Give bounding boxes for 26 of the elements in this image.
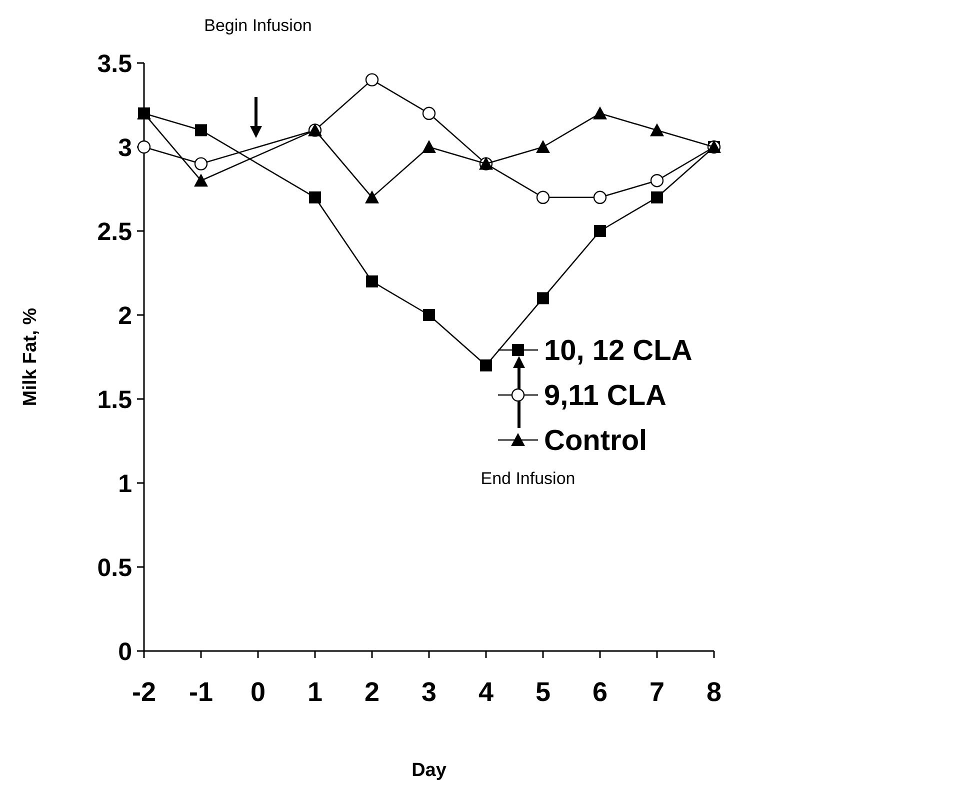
legend-label: 9,11 CLA xyxy=(544,380,667,412)
y-tick-label: 2 xyxy=(118,302,132,330)
x-axis-title: Day xyxy=(412,760,447,781)
y-tick-label: 3 xyxy=(118,134,132,162)
x-tick-label: 7 xyxy=(649,677,665,707)
x-tick-label: 6 xyxy=(592,677,608,707)
legend-label: 10, 12 CLA xyxy=(544,335,692,368)
annotation: End Infusion xyxy=(480,469,576,488)
x-tick-label: 0 xyxy=(250,677,266,707)
x-tick-label: 1 xyxy=(307,677,323,707)
y-tick-label: 1 xyxy=(118,470,132,498)
x-tick-label: 3 xyxy=(421,677,437,707)
y-tick-label: 3.5 xyxy=(97,50,132,78)
y-tick-label: 0.5 xyxy=(97,554,132,582)
x-tick-label: 2 xyxy=(364,677,380,707)
x-tick-label: 8 xyxy=(706,677,722,707)
x-tick-label: 5 xyxy=(535,677,551,707)
x-tick-label: -1 xyxy=(188,677,214,707)
y-tick-label: 1.5 xyxy=(97,386,132,414)
text: Begin Infusion xyxy=(204,16,312,35)
x-tick-label: 4 xyxy=(478,677,494,707)
y-tick-label: 2.5 xyxy=(97,218,132,246)
y-tick-label: 0 xyxy=(118,638,132,666)
legend-label: Control xyxy=(544,425,648,458)
x-tick-label: -2 xyxy=(132,677,156,707)
y-axis-title: Milk Fat, % xyxy=(20,308,41,406)
